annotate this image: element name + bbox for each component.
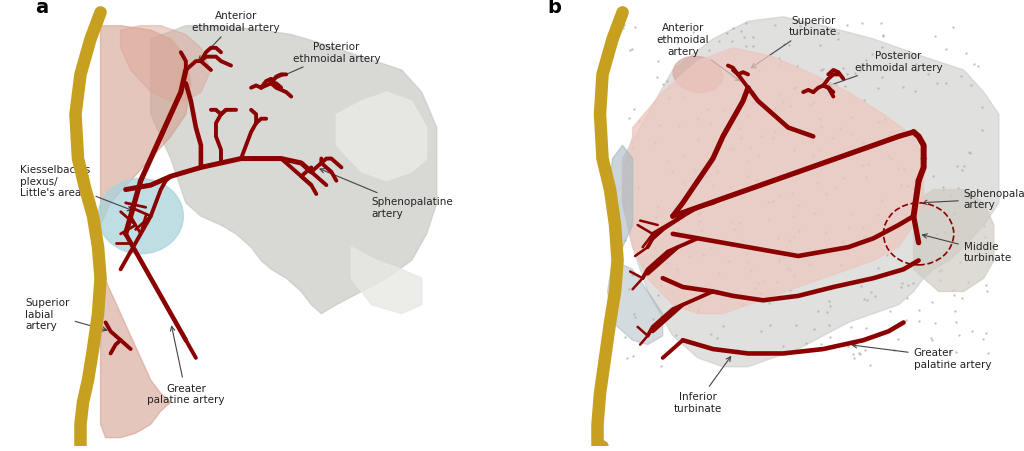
Polygon shape [913,190,994,292]
Text: Anterior
ethmoidal artery: Anterior ethmoidal artery [193,11,280,61]
Text: Inferior
turbinate: Inferior turbinate [674,357,731,413]
Text: Sphenopalatine
artery: Sphenopalatine artery [923,188,1024,210]
Text: Sphenopalatine
artery: Sphenopalatine artery [321,169,454,219]
Text: a: a [35,0,48,17]
Polygon shape [151,27,437,314]
Text: Anterior
ethmoidal
artery: Anterior ethmoidal artery [656,23,739,82]
Text: b: b [547,0,561,17]
Polygon shape [95,27,190,437]
Polygon shape [121,27,211,102]
Polygon shape [607,146,633,248]
Text: Superior
labial
artery: Superior labial artery [26,297,106,331]
Text: Kiesselbach's
plexus/
Little's area: Kiesselbach's plexus/ Little's area [20,165,132,211]
Text: Greater
palatine artery: Greater palatine artery [147,327,224,404]
Text: Superior
turbinate: Superior turbinate [752,16,838,69]
Text: Posterior
ethmoidal artery: Posterior ethmoidal artery [269,42,380,83]
Circle shape [98,179,183,254]
Polygon shape [623,18,999,367]
Polygon shape [623,49,924,314]
Polygon shape [607,261,663,345]
Polygon shape [336,93,427,181]
Text: Posterior
ethmoidal artery: Posterior ethmoidal artery [827,51,942,88]
Polygon shape [351,248,422,314]
Text: Greater
palatine artery: Greater palatine artery [852,344,991,369]
Text: Middle
turbinate: Middle turbinate [923,234,1012,263]
Ellipse shape [673,57,723,93]
